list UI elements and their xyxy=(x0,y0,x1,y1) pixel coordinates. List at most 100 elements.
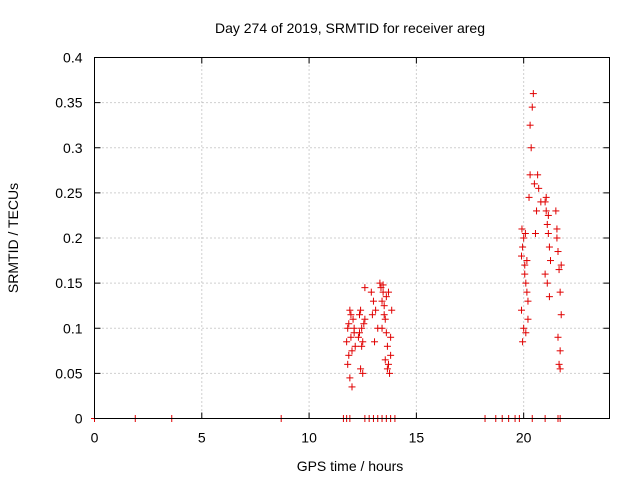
data-point xyxy=(388,306,396,314)
data-point xyxy=(556,347,564,355)
data-point xyxy=(554,333,562,341)
data-point xyxy=(521,229,529,237)
data-point xyxy=(347,311,355,319)
data-point xyxy=(530,180,538,188)
data-point xyxy=(524,297,532,305)
data-point xyxy=(376,279,384,287)
data-point xyxy=(383,365,391,373)
data-point xyxy=(380,302,388,310)
data-point xyxy=(556,365,564,373)
data-point xyxy=(526,121,534,129)
data-point xyxy=(357,365,365,373)
data-point xyxy=(543,279,551,287)
y-tick-label: 0 xyxy=(75,411,83,427)
data-point xyxy=(347,333,355,341)
data-point xyxy=(555,360,563,368)
data-point xyxy=(346,306,354,314)
data-point xyxy=(382,329,390,337)
data-point xyxy=(553,234,561,242)
data-point xyxy=(344,360,352,368)
data-point xyxy=(520,324,528,332)
data-point xyxy=(387,351,395,359)
chart-title: Day 274 of 2019, SRMTID for receiver are… xyxy=(215,20,485,36)
data-point xyxy=(354,333,362,341)
data-point xyxy=(527,144,535,152)
data-point xyxy=(518,225,526,233)
x-tick-label: 5 xyxy=(198,430,206,446)
data-point xyxy=(348,383,356,391)
data-points xyxy=(91,90,565,422)
axis-ticks xyxy=(94,57,610,419)
data-point xyxy=(557,311,565,319)
data-point xyxy=(372,306,380,314)
data-point xyxy=(523,288,531,296)
data-point xyxy=(384,360,392,368)
data-point xyxy=(357,306,365,314)
data-point xyxy=(378,297,386,305)
data-point xyxy=(371,338,379,346)
y-tick-label: 0.25 xyxy=(55,185,82,201)
data-point xyxy=(526,171,534,179)
data-point xyxy=(522,279,530,287)
data-point xyxy=(351,342,359,350)
data-point xyxy=(367,288,375,296)
data-point xyxy=(384,288,392,296)
data-point xyxy=(368,311,376,319)
y-tick-label: 0.15 xyxy=(55,275,82,291)
data-point xyxy=(541,270,549,278)
grid xyxy=(94,57,610,419)
data-point xyxy=(518,252,526,260)
data-point xyxy=(520,234,528,242)
y-tick-label: 0.05 xyxy=(55,365,82,381)
data-point xyxy=(546,257,554,265)
x-tick-label: 20 xyxy=(516,430,532,446)
data-point xyxy=(519,338,527,346)
data-point xyxy=(535,184,543,192)
data-point xyxy=(521,261,529,269)
data-point xyxy=(522,329,530,337)
data-point xyxy=(378,324,386,332)
data-point xyxy=(381,315,389,323)
data-point xyxy=(359,338,367,346)
data-point xyxy=(533,207,541,215)
data-point xyxy=(556,288,564,296)
data-point xyxy=(557,261,565,269)
data-point xyxy=(386,369,394,377)
data-point xyxy=(345,351,353,359)
data-point xyxy=(356,311,364,319)
data-point xyxy=(529,90,537,98)
data-point xyxy=(555,266,563,274)
data-point xyxy=(552,207,560,215)
data-point xyxy=(524,315,532,323)
data-point xyxy=(379,281,387,289)
data-point xyxy=(359,369,367,377)
data-point xyxy=(380,311,388,319)
data-point xyxy=(541,198,549,206)
data-point xyxy=(358,342,366,350)
data-point xyxy=(383,342,391,350)
data-point xyxy=(553,225,561,233)
data-point xyxy=(360,320,368,328)
data-point xyxy=(544,229,552,237)
data-point xyxy=(518,306,526,314)
data-point xyxy=(531,229,539,237)
data-point xyxy=(521,270,529,278)
data-point xyxy=(554,248,562,256)
data-point xyxy=(544,211,552,219)
data-point xyxy=(361,315,369,323)
data-point xyxy=(361,284,369,292)
data-point xyxy=(345,320,353,328)
data-point xyxy=(545,293,553,301)
y-tick-label: 0.4 xyxy=(63,50,83,66)
data-point xyxy=(542,207,550,215)
x-tick-labels: 0 5 10 15 20 xyxy=(91,430,532,446)
data-point xyxy=(523,257,531,265)
data-point xyxy=(528,103,536,111)
data-point xyxy=(545,243,553,251)
data-point xyxy=(381,356,389,364)
data-point xyxy=(534,171,542,179)
data-point xyxy=(387,333,395,341)
y-tick-label: 0.3 xyxy=(63,140,83,156)
x-tick-label: 15 xyxy=(409,430,425,446)
